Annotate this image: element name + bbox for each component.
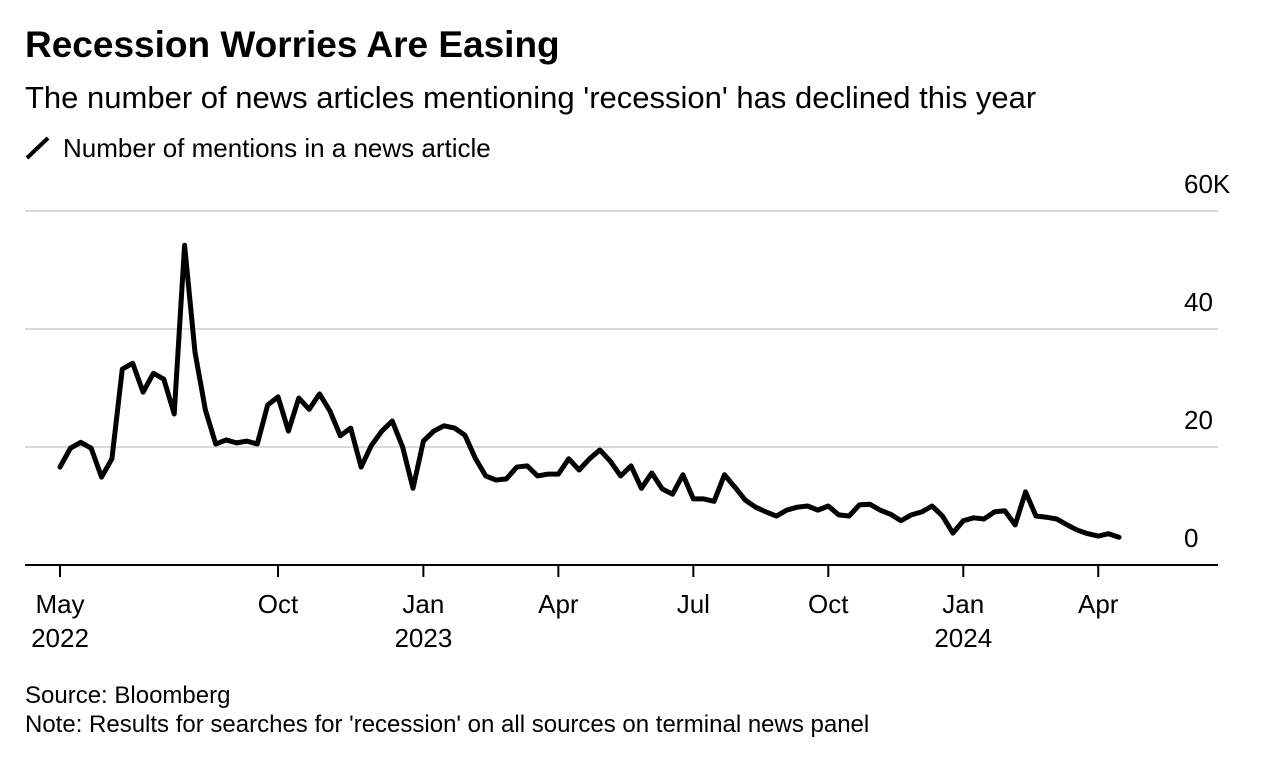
chart-subtitle: The number of news articles mentioning '… [25, 80, 1037, 115]
legend-entry: Number of mentions in a news article [63, 133, 491, 163]
x-tick-label: Jan 2023 [394, 589, 453, 653]
source: Source: Bloomberg [25, 682, 231, 709]
x-tick-label: Oct [257, 589, 299, 619]
y-tick-label: 60K [1184, 169, 1231, 199]
legend-swatch [25, 136, 50, 160]
x-tick-label: Jul [676, 589, 710, 619]
x-tick-label: Apr [1078, 589, 1119, 619]
chart-title: Recession Worries Are Easing [25, 24, 560, 65]
y-tick-label: 0 [1184, 523, 1198, 553]
line-series [57, 242, 1122, 540]
x-tick-label: Jan 2024 [934, 589, 993, 653]
note: Note: Results for searches for 'recessio… [25, 711, 870, 738]
x-tick-label: Apr [538, 589, 579, 619]
y-tick-label: 40 [1184, 287, 1213, 317]
x-tick-label: Oct [808, 589, 849, 619]
x-tick-label: May 2022 [31, 589, 89, 653]
y-tick-label: 20 [1184, 405, 1213, 435]
